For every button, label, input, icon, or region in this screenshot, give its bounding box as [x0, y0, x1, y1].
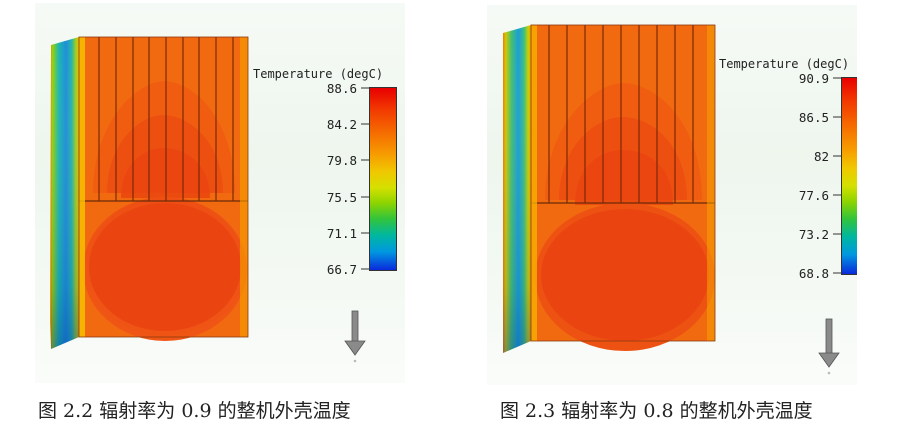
temperature-contour-plot: [503, 24, 716, 353]
scale-label: 82: [813, 149, 829, 164]
scale-label: 66.7: [326, 262, 357, 277]
temperature-contour-plot: [50, 36, 249, 349]
figure-2-3-panel: Temperature (degC) 90.9 86.5 82 77.6 73.…: [487, 5, 857, 385]
figure-2-2-caption: 图 2.2 辐射率为 0.9 的整机外壳温度: [38, 400, 351, 422]
figure-2-3-caption: 图 2.3 辐射率为 0.8 的整机外壳温度: [500, 400, 813, 422]
figure-2-2-panel: Temperature (degC) 88.6 84.2 79.8 75.5 7…: [35, 3, 405, 383]
down-arrow-icon: [818, 318, 840, 375]
scale-label: 88.6: [326, 81, 357, 96]
scale-label: 75.5: [326, 190, 357, 205]
scale-label: 86.5: [798, 110, 829, 125]
colorbar-ticks: [833, 77, 842, 274]
scale-label: 90.9: [798, 71, 829, 86]
legend-title: Temperature (degC): [719, 57, 850, 71]
down-arrow-icon: [344, 310, 366, 363]
scale-label: 71.1: [326, 226, 357, 241]
scale-label: 73.2: [798, 227, 829, 242]
scale-label: 77.6: [798, 188, 829, 203]
scale-label: 79.8: [326, 153, 357, 168]
legend-title: Temperature (degC): [253, 67, 384, 81]
scale-label: 68.8: [798, 266, 829, 281]
temperature-colorbar: [369, 87, 397, 271]
scale-label: 84.2: [326, 117, 357, 132]
colorbar-ticks: [361, 87, 370, 270]
temperature-colorbar: [841, 77, 857, 275]
